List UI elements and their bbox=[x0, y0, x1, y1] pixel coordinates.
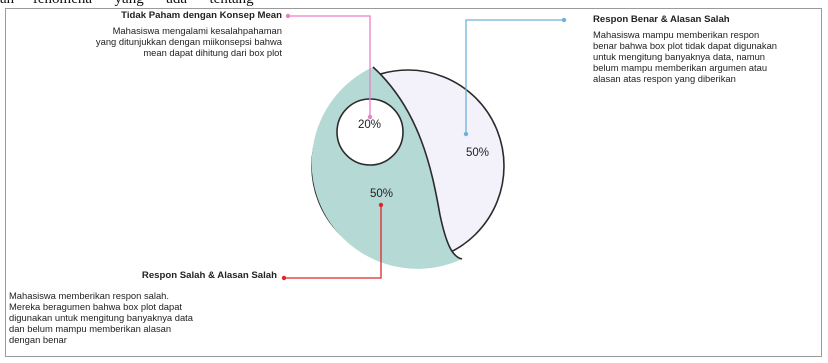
connector-dot-end bbox=[281, 275, 287, 281]
callout-body: Mahasiswa mengalami kesalahpahaman yang … bbox=[95, 25, 282, 58]
connector-tidak-paham bbox=[288, 15, 371, 117]
callout-body: Mahasiswa memberikan respon salah. Merek… bbox=[9, 290, 193, 345]
connector-respon-salah bbox=[284, 205, 382, 279]
figure-frame bbox=[5, 8, 822, 357]
top-cropped-text: an fenomena yang ada tentang bbox=[0, 0, 254, 8]
callout-respon-benar: Respon Benar & Alasan Salah Mahasiswa ma… bbox=[593, 14, 819, 84]
connector-dot-start bbox=[378, 202, 384, 208]
callout-title: Tidak Paham dengan Konsep Mean bbox=[121, 10, 282, 21]
connector-respon-benar bbox=[465, 19, 564, 134]
connector-dot-start bbox=[561, 17, 567, 23]
callout-title: Respon Salah & Alasan Salah bbox=[141, 270, 277, 281]
connector-dot-start bbox=[285, 13, 291, 19]
slice-label-50-left: 50% bbox=[370, 188, 394, 200]
pie-divider-curve bbox=[372, 66, 463, 260]
slice-label-20: 20% bbox=[358, 119, 382, 131]
connector-dot-end bbox=[367, 114, 373, 120]
callout-tidak-paham: Tidak Paham dengan Konsep Mean Mahasiswa… bbox=[10, 10, 282, 58]
slice-label-50-right: 50% bbox=[466, 147, 490, 159]
connector-dot-end bbox=[463, 131, 469, 137]
callout-respon-salah: Respon Salah & Alasan Salah Mahasiswa me… bbox=[9, 270, 277, 345]
callout-body: Mahasiswa mampu memberikan respon benar … bbox=[593, 29, 777, 84]
callout-title: Respon Benar & Alasan Salah bbox=[593, 14, 730, 25]
